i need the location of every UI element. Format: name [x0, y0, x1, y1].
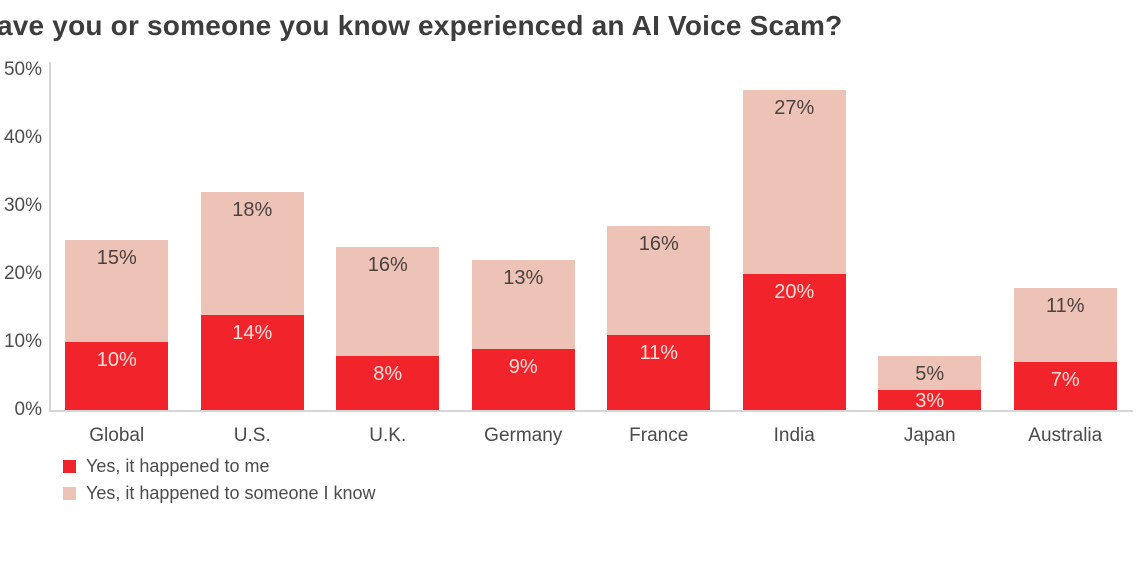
bar-segment-someone-i-know: 16% — [336, 246, 440, 356]
bar-segment-happened-to-me: 11% — [607, 335, 711, 410]
bar-segment-happened-to-me: 9% — [471, 348, 575, 410]
legend-label: Yes, it happened to someone I know — [86, 483, 376, 503]
bar-value-label: 13% — [503, 267, 544, 290]
y-tick-label: 50% — [3, 59, 42, 80]
x-axis-label: France — [629, 425, 689, 446]
bar-value-label: 11% — [1045, 294, 1085, 317]
bar-group-india: 27% 20% — [742, 90, 846, 410]
bar-segment-happened-to-me: 7% — [1013, 362, 1117, 410]
x-axis-line — [49, 410, 1133, 412]
x-axis-label: Japan — [903, 425, 956, 446]
bar-segment-happened-to-me: 14% — [200, 314, 304, 410]
x-axis-label: Germany — [484, 425, 563, 446]
bar-segment-someone-i-know: 13% — [471, 260, 575, 349]
bar-value-label: 8% — [373, 362, 403, 385]
legend-label: Yes, it happened to me — [86, 456, 270, 476]
bar-value-label: 18% — [232, 199, 273, 222]
bar-group-global: 15% 10% — [65, 240, 169, 410]
x-axis-label: Global — [89, 425, 145, 446]
bar-group-australia: 11% 7% — [1013, 287, 1117, 410]
bar-group-france: 16% 11% — [607, 226, 711, 410]
bar-value-label: 7% — [1050, 369, 1080, 392]
y-tick-label: 40% — [3, 127, 42, 148]
y-tick-label: 30% — [3, 195, 42, 216]
bar-segment-someone-i-know: 27% — [742, 90, 846, 274]
bar-value-label: 15% — [96, 247, 137, 269]
bar-value-label: 16% — [367, 253, 408, 276]
legend-swatch-icon — [63, 486, 76, 500]
bar-value-label: 11% — [639, 342, 679, 365]
bar-group-us: 18% 14% — [200, 192, 304, 410]
legend-swatch-icon — [63, 459, 76, 473]
legend-item: Yes, it happened to me — [63, 455, 376, 477]
bar-value-label: 9% — [508, 355, 538, 378]
x-axis-label: U.K. — [369, 425, 407, 446]
bar-segment-happened-to-me: 10% — [65, 342, 169, 410]
bar-group-uk: 16% 8% — [336, 246, 440, 410]
x-axis-label: India — [773, 425, 815, 446]
bar-value-label: 10% — [96, 349, 137, 371]
bar-value-label: 20% — [774, 280, 815, 303]
bar-group-japan: 5% 3% — [878, 355, 982, 412]
y-axis-line — [49, 62, 51, 411]
bar-value-label: 14% — [232, 321, 273, 344]
bar-segment-someone-i-know: 15% — [65, 240, 169, 342]
bar-segment-happened-to-me: 3% — [878, 389, 982, 412]
legend: Yes, it happened to me Yes, it happened t… — [63, 455, 376, 504]
y-tick-label: 0% — [14, 399, 42, 420]
x-axis-label: U.S. — [233, 425, 271, 446]
y-tick-label: 20% — [3, 263, 42, 284]
bar-segment-someone-i-know: 18% — [200, 192, 304, 315]
bar-value-label: 27% — [774, 97, 815, 120]
bar-segment-someone-i-know: 16% — [607, 226, 711, 336]
legend-item: Yes, it happened to someone I know — [63, 482, 376, 504]
bar-value-label: 3% — [915, 389, 945, 412]
bar-segment-someone-i-know: 11% — [1013, 287, 1117, 363]
chart-title: ave you or someone you know experienced … — [0, 10, 843, 41]
bar-value-label: 16% — [638, 233, 679, 256]
y-tick-label: 10% — [3, 331, 42, 352]
bar-segment-happened-to-me: 20% — [742, 273, 846, 410]
bar-group-germany: 13% 9% — [471, 260, 575, 410]
bar-segment-someone-i-know: 5% — [878, 355, 982, 390]
x-axis-label: Australia — [1028, 425, 1103, 446]
bar-value-label: 5% — [915, 362, 945, 385]
bar-segment-happened-to-me: 8% — [336, 355, 440, 410]
